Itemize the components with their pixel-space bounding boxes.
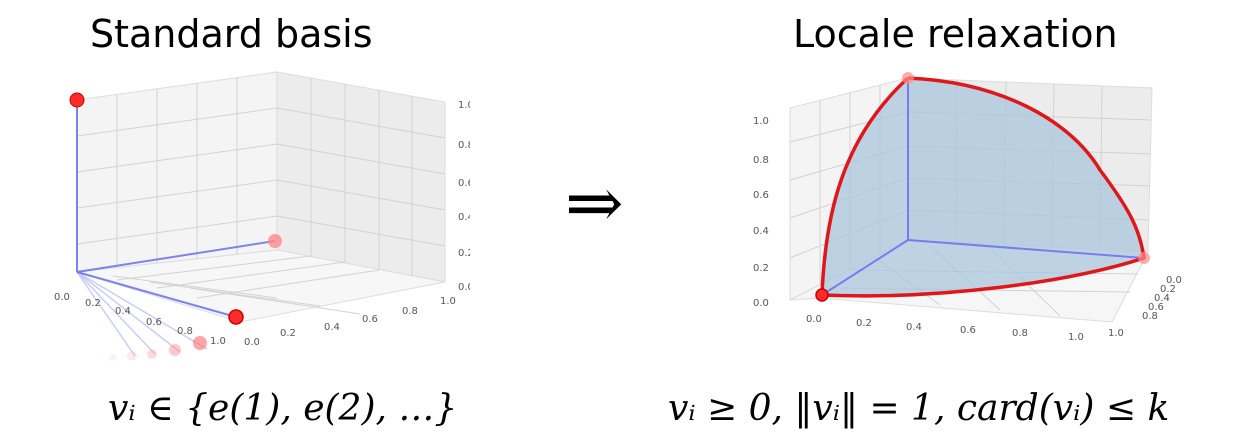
basis-lines-faded	[76, 271, 208, 357]
tick-label: 0.8	[458, 140, 470, 151]
point-top	[902, 72, 914, 84]
point-origin	[815, 288, 829, 302]
standard-basis-3d-plot: 1.0 0.8 0.6 0.4 0.2 0.0 0.0 0.2 0.4 0.6 …	[54, 71, 470, 360]
tick-label: 1.0	[440, 296, 456, 307]
tick-label: 0.4	[115, 306, 131, 317]
point-e8	[109, 354, 117, 360]
back-wall-right	[276, 71, 446, 283]
tick-label: 0.4	[753, 226, 769, 237]
tick-label: 0.6	[1148, 302, 1164, 313]
tick-label: 0.4	[1154, 293, 1170, 304]
tick-label: 0.0	[244, 337, 260, 348]
formula-standard-basis: vᵢ ∈ {e(1), e(2), …}	[108, 388, 458, 429]
tick-label: 0.8	[1012, 328, 1028, 339]
y-axis-ticks: 0.0 0.2 0.4 0.6 0.8 1.0	[244, 296, 456, 348]
tick-label: 1.0	[1068, 332, 1084, 343]
tick-label: 0.4	[906, 322, 922, 333]
point-e3	[228, 309, 244, 325]
tick-label: 0.2	[1160, 284, 1176, 295]
tick-label: 1.0	[1108, 328, 1124, 339]
basis-lines	[821, 78, 1145, 296]
tick-label: 0.4	[324, 322, 340, 333]
tick-label: 1.0	[753, 116, 769, 127]
point-e7	[127, 351, 137, 360]
point-e5	[169, 344, 181, 356]
tick-label: 0.6	[146, 317, 162, 328]
norm-ball-boundary	[820, 76, 1146, 298]
point-e6	[147, 349, 157, 359]
point-e4	[193, 336, 207, 350]
point-e2	[268, 234, 282, 248]
title-standard-basis: Standard basis	[90, 12, 373, 56]
tick-label: 0.0	[806, 314, 822, 325]
x-axis-ticks: 0.0 0.2 0.4 0.6 0.8 1.0	[54, 292, 226, 347]
tick-label: 0.4	[458, 212, 470, 223]
grid-lines	[76, 78, 446, 315]
point-e1	[69, 92, 85, 108]
tick-label: 1.0	[458, 100, 470, 111]
tick-label: 0.8	[753, 155, 769, 166]
tick-label: 0.2	[753, 263, 769, 274]
tick-label: 0.8	[177, 326, 193, 337]
tick-label: 0.6	[753, 190, 769, 201]
z-axis-ticks: 1.0 0.8 0.6 0.4 0.2 0.0	[753, 116, 769, 309]
relaxation-surface	[822, 78, 1144, 296]
tick-label: 0.2	[458, 248, 470, 259]
implies-arrow: ⇒	[565, 162, 624, 244]
tick-label: 0.8	[402, 306, 418, 317]
tick-label: 0.0	[753, 298, 769, 309]
tick-label: 0.0	[54, 292, 70, 303]
tick-label: 0.2	[85, 298, 101, 309]
locale-relaxation-3d-plot: 1.0 0.8 0.6 0.4 0.2 0.0 0.0 0.2 0.4 0.6 …	[753, 72, 1182, 343]
tick-label: 0.6	[458, 178, 470, 189]
floor-pane	[76, 249, 446, 323]
tick-label: 0.8	[1142, 311, 1158, 322]
y-axis-ticks: 0.0 0.2 0.4 0.6 0.8 1.0	[1108, 275, 1182, 339]
tick-label: 1.0	[210, 336, 226, 347]
z-axis-ticks: 1.0 0.8 0.6 0.4 0.2 0.0	[458, 100, 470, 293]
point-right	[1138, 252, 1150, 264]
basis-lines	[76, 100, 276, 318]
tick-label: 0.0	[1166, 275, 1182, 286]
tick-label: 0.0	[458, 282, 470, 293]
x-axis-ticks: 0.0 0.2 0.4 0.6 0.8 1.0	[806, 314, 1084, 343]
tick-label: 0.6	[362, 314, 378, 325]
tick-label: 0.6	[960, 325, 976, 336]
title-locale-relaxation: Locale relaxation	[793, 12, 1118, 56]
tick-label: 0.2	[856, 318, 872, 329]
tick-label: 0.2	[280, 328, 296, 339]
formula-locale-relaxation: vᵢ ≥ 0, ‖vᵢ‖ = 1, card(vᵢ) ≤ k	[668, 388, 1170, 429]
back-wall-left	[76, 71, 278, 273]
